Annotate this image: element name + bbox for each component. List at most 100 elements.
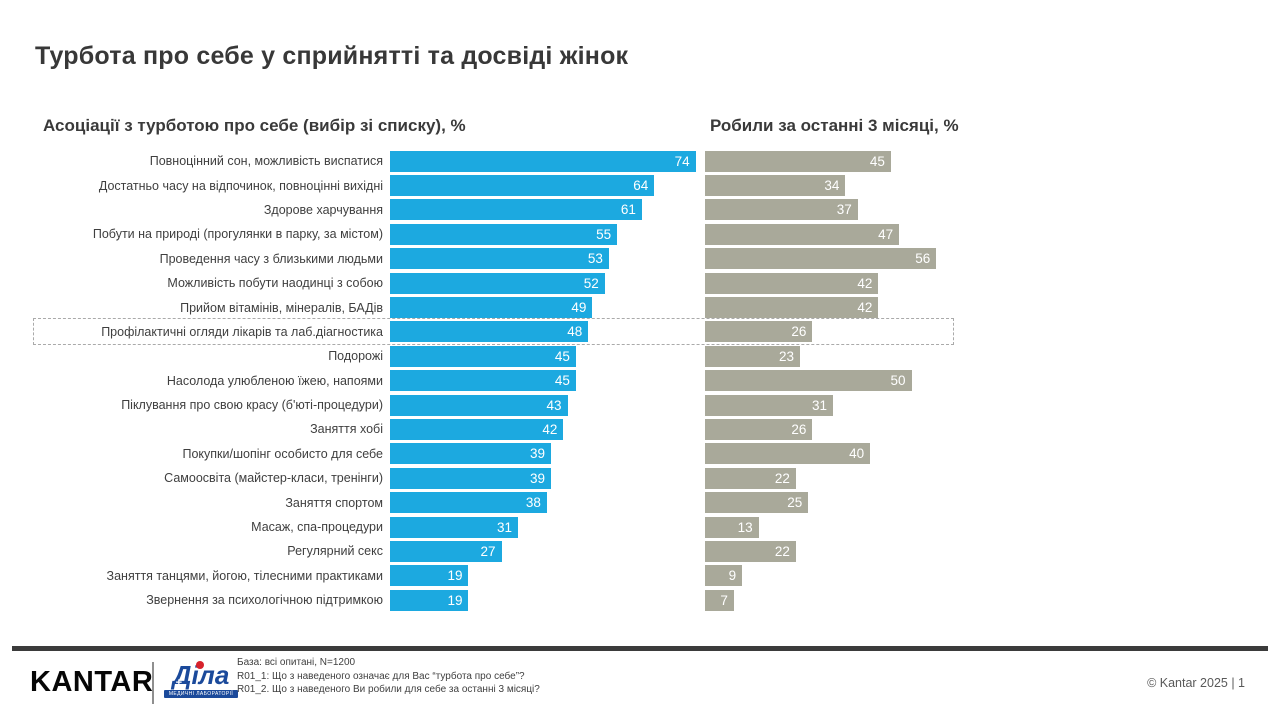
done-value: 22 — [774, 470, 790, 486]
dila-logo: Діла + МЕДИЧНІ ЛАБОРАТОРІЇ — [164, 661, 238, 698]
done-bar: 22 — [705, 467, 796, 489]
left-track: 42 — [390, 418, 704, 440]
dila-cross-icon: + — [175, 677, 183, 689]
done-value: 45 — [869, 153, 885, 169]
association-bar: 55 — [390, 223, 618, 245]
kantar-logo: KANTAR — [30, 666, 154, 698]
chart-row: Побути на природі (прогулянки в парку, з… — [33, 222, 1263, 246]
done-bar: 47 — [705, 223, 900, 245]
category-label: Заняття хобі — [310, 422, 383, 437]
left-track: 55 — [390, 223, 704, 245]
done-bar: 22 — [705, 540, 796, 562]
left-track: 49 — [390, 297, 704, 319]
right-track: 50 — [705, 370, 1005, 392]
category-label: Побути на природі (прогулянки в парку, з… — [92, 227, 383, 242]
done-bar: 50 — [705, 370, 912, 392]
done-value: 13 — [737, 519, 753, 535]
chart-row: Подорожі 45 23 — [33, 344, 1263, 368]
chart-row: Звернення за психологічною підтримкою 19 7 — [33, 588, 1263, 612]
done-bar: 37 — [705, 199, 858, 221]
done-bar: 42 — [705, 272, 879, 294]
right-track: 13 — [705, 516, 1005, 538]
right-track: 34 — [705, 175, 1005, 197]
chart-row: Самоосвіта (майстер-класи, тренінги) 39 22 — [33, 466, 1263, 490]
category-label: Покупки/шопінг особисто для себе — [182, 446, 383, 461]
category-label: Здорове харчування — [263, 202, 383, 217]
right-chart-title: Робили за останні 3 місяці, % — [710, 116, 959, 135]
left-track: 64 — [390, 175, 704, 197]
left-track: 53 — [390, 248, 704, 270]
right-track: 26 — [705, 321, 1005, 343]
association-value: 61 — [620, 202, 636, 218]
left-track: 39 — [390, 443, 704, 465]
footnote-base: База: всі опитані, N=1200 — [237, 657, 356, 668]
association-bar: 49 — [390, 297, 593, 319]
category-label: Проведення часу з близькими людьми — [159, 251, 383, 266]
done-value: 23 — [778, 348, 794, 364]
right-track: 37 — [705, 199, 1005, 221]
chart-row: Проведення часу з близькими людьми 53 56 — [33, 247, 1263, 271]
association-bar: 53 — [390, 248, 609, 270]
association-bar: 19 — [390, 589, 469, 611]
done-value: 31 — [811, 397, 828, 413]
left-track: 61 — [390, 199, 704, 221]
left-track: 74 — [390, 150, 704, 172]
done-value: 42 — [857, 300, 873, 316]
association-value: 74 — [674, 153, 690, 169]
dila-logo-subtext: МЕДИЧНІ ЛАБОРАТОРІЇ — [164, 690, 238, 698]
left-track: 39 — [390, 467, 704, 489]
association-value: 39 — [530, 470, 546, 486]
right-track: 26 — [705, 418, 1005, 440]
chart-row: Профілактичні огляди лікарів та лаб.діаг… — [33, 320, 1263, 344]
right-track: 22 — [705, 467, 1005, 489]
association-bar: 45 — [390, 345, 576, 367]
association-bar: 42 — [390, 418, 564, 440]
association-value: 45 — [554, 373, 570, 389]
chart-row: Піклування про свою красу (б'юті-процеду… — [33, 393, 1263, 417]
dila-logo-text: Діла + — [173, 661, 229, 689]
logo-divider — [152, 662, 154, 704]
category-label: Піклування про свою красу (б'юті-процеду… — [121, 398, 383, 413]
right-track: 23 — [705, 345, 1005, 367]
right-track: 31 — [705, 394, 1005, 416]
left-chart-title: Асоціації з турботою про себе (вибір зі … — [43, 116, 466, 135]
association-value: 55 — [596, 226, 612, 242]
association-bar: 48 — [390, 321, 589, 343]
done-bar: 25 — [705, 492, 809, 514]
dual-bar-chart: Повноцінний сон, можливість виспатися 74 4… — [33, 149, 1263, 612]
category-label: Достатньо часу на відпочинок, повноцінні… — [98, 178, 383, 193]
right-track: 42 — [705, 297, 1005, 319]
category-label: Прийом вітамінів, мінералів, БАДів — [180, 300, 383, 315]
association-value: 39 — [530, 446, 546, 462]
done-value: 9 — [728, 568, 737, 584]
left-track: 38 — [390, 492, 704, 514]
left-track: 27 — [390, 540, 704, 562]
association-bar: 27 — [390, 540, 502, 562]
association-bar: 64 — [390, 175, 655, 197]
association-bar: 38 — [390, 492, 547, 514]
category-label: Насолода улюбленою їжею, напоями — [166, 373, 383, 388]
category-label: Масаж, спа-процедури — [251, 520, 383, 535]
chart-row: Прийом вітамінів, мінералів, БАДів 49 42 — [33, 295, 1263, 319]
right-track: 42 — [705, 272, 1005, 294]
left-track: 48 — [390, 321, 704, 343]
done-value: 22 — [774, 543, 790, 559]
association-value: 31 — [496, 519, 513, 535]
right-track: 56 — [705, 248, 1005, 270]
footnote-q1: R01_1: Що з наведеного означає для Вас “… — [237, 670, 525, 682]
category-label: Заняття танцями, йогою, тілесними практи… — [106, 568, 383, 583]
done-value: 37 — [836, 202, 852, 218]
footnotes: База: всі опитані, N=1200 R01_1: Що з на… — [237, 656, 540, 697]
done-value: 26 — [791, 324, 807, 340]
association-bar: 52 — [390, 272, 605, 294]
done-value: 50 — [890, 373, 906, 389]
done-value: 40 — [849, 446, 865, 462]
chart-row: Регулярний секс 27 22 — [33, 539, 1263, 563]
chart-row: Покупки/шопінг особисто для себе 39 40 — [33, 442, 1263, 466]
association-bar: 43 — [390, 394, 568, 416]
category-label: Заняття спортом — [285, 495, 383, 510]
right-track: 22 — [705, 540, 1005, 562]
association-bar: 39 — [390, 443, 552, 465]
left-track: 19 — [390, 565, 704, 587]
